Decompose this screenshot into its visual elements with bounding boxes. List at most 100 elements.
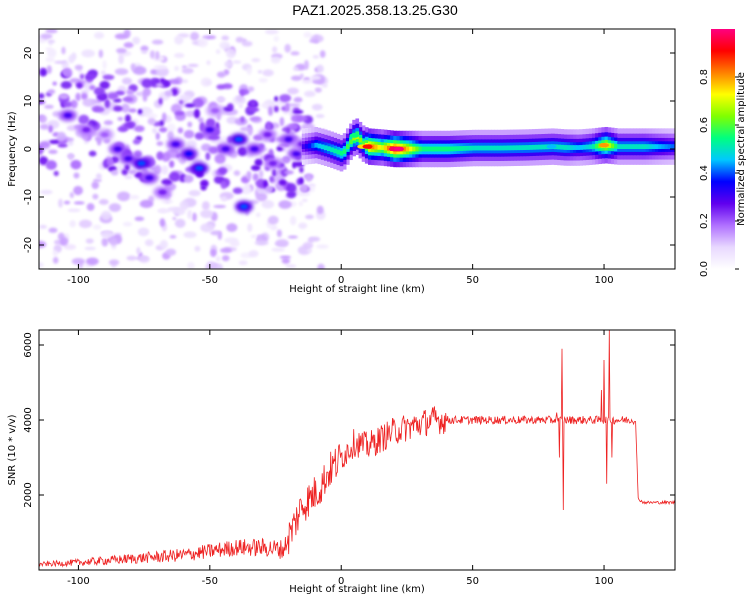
ridge-cell [516, 145, 520, 151]
noise-speck [39, 262, 44, 268]
noise-speck [114, 68, 129, 75]
noise-speck [117, 116, 124, 121]
noise-speck [268, 215, 279, 225]
noise-speck [304, 59, 309, 70]
noise-speck [139, 199, 154, 208]
noise-speck [185, 110, 196, 117]
noise-blob [200, 179, 209, 187]
noise-speck [154, 50, 160, 60]
noise-speck [179, 94, 192, 103]
noise-speck [64, 137, 74, 142]
noise-speck [118, 54, 124, 65]
x-tick-label: 0 [338, 275, 344, 286]
ridge-peak [394, 146, 405, 152]
noise-blob [63, 67, 73, 78]
noise-speck [241, 40, 253, 47]
noise-blob [184, 103, 195, 108]
noise-blob [39, 141, 51, 149]
noise-blob [278, 179, 287, 186]
spectral-blob-core [284, 136, 293, 142]
ridge-cell [415, 146, 420, 152]
noise-blob [70, 159, 82, 170]
noise-blob [79, 73, 85, 80]
ridge-cell [380, 145, 385, 150]
noise-speck [73, 185, 83, 196]
ridge-cell [491, 145, 495, 151]
noise-speck [226, 48, 236, 59]
noise-blob [161, 112, 167, 122]
noise-blob [123, 122, 134, 129]
ridge-cell [317, 143, 322, 149]
noise-speck [216, 263, 223, 269]
noise-speck [235, 95, 244, 102]
noise-speck [54, 60, 67, 64]
noise-speck [136, 247, 141, 255]
ridge-cell [591, 144, 596, 149]
ridge-cell [308, 143, 312, 149]
spectral-blob-core [171, 141, 180, 147]
noise-speck [152, 127, 158, 134]
ridge-cell [636, 144, 640, 149]
noise-speck [187, 63, 199, 68]
noise-blob [265, 121, 272, 130]
snr-frame [38, 329, 676, 571]
ridge-cell [453, 146, 457, 152]
noise-blob [265, 185, 274, 193]
noise-speck [207, 35, 216, 40]
noise-speck [219, 41, 231, 50]
ridge-cell [431, 146, 435, 152]
noise-speck [52, 250, 58, 257]
noise-blob [193, 108, 201, 119]
ridge-cell [462, 146, 467, 151]
noise-blob [254, 158, 263, 167]
ridge-cell [494, 145, 498, 151]
noise-blob [246, 170, 252, 180]
noise-speck [226, 223, 238, 232]
x-tick-label: 100 [594, 576, 613, 587]
ridge-cell [655, 144, 659, 149]
noise-blob [164, 90, 173, 97]
ridge-cell [563, 145, 568, 150]
spectral-blob-core [113, 146, 122, 152]
noise-speck [248, 250, 259, 258]
noise-blob [124, 114, 132, 123]
ridge-cell [645, 144, 650, 149]
noise-speck [270, 56, 281, 64]
noise-speck [93, 32, 105, 39]
noise-blob [104, 99, 111, 109]
noise-speck [183, 231, 197, 239]
ridge-cell [632, 144, 637, 149]
ridge-cell [607, 143, 612, 148]
noise-speck [316, 205, 324, 215]
spectral-blob-core [211, 108, 220, 114]
noise-speck [69, 220, 76, 228]
noise-blob [147, 117, 156, 125]
noise-speck [197, 38, 209, 48]
noise-blob [159, 119, 165, 127]
noise-speck [309, 39, 319, 43]
noise-speck [285, 264, 297, 268]
ridge-cell [620, 144, 625, 149]
ridge-cell [576, 145, 580, 150]
ridge-cell [336, 149, 341, 155]
noise-speck [182, 79, 189, 84]
ridge-cell [440, 146, 445, 152]
noise-blob [69, 78, 81, 84]
spectrogram-xlabel: Height of straight line (km) [289, 284, 425, 295]
noise-speck [63, 200, 71, 205]
noise-blob [162, 80, 171, 87]
noise-speck [257, 70, 263, 74]
y-tick-label: 10 [23, 95, 34, 108]
noise-blob [220, 180, 227, 190]
noise-blob [168, 78, 180, 85]
noise-blob [255, 178, 266, 188]
noise-blob [45, 160, 57, 170]
noise-blob [183, 174, 194, 183]
ridge-cell [617, 144, 621, 149]
noise-blob [60, 81, 72, 89]
noise-speck [290, 75, 302, 81]
snr-ylabel: SNR (10 * v/v) [7, 414, 18, 485]
ridge-peak [599, 142, 610, 148]
noise-blob [92, 106, 105, 113]
